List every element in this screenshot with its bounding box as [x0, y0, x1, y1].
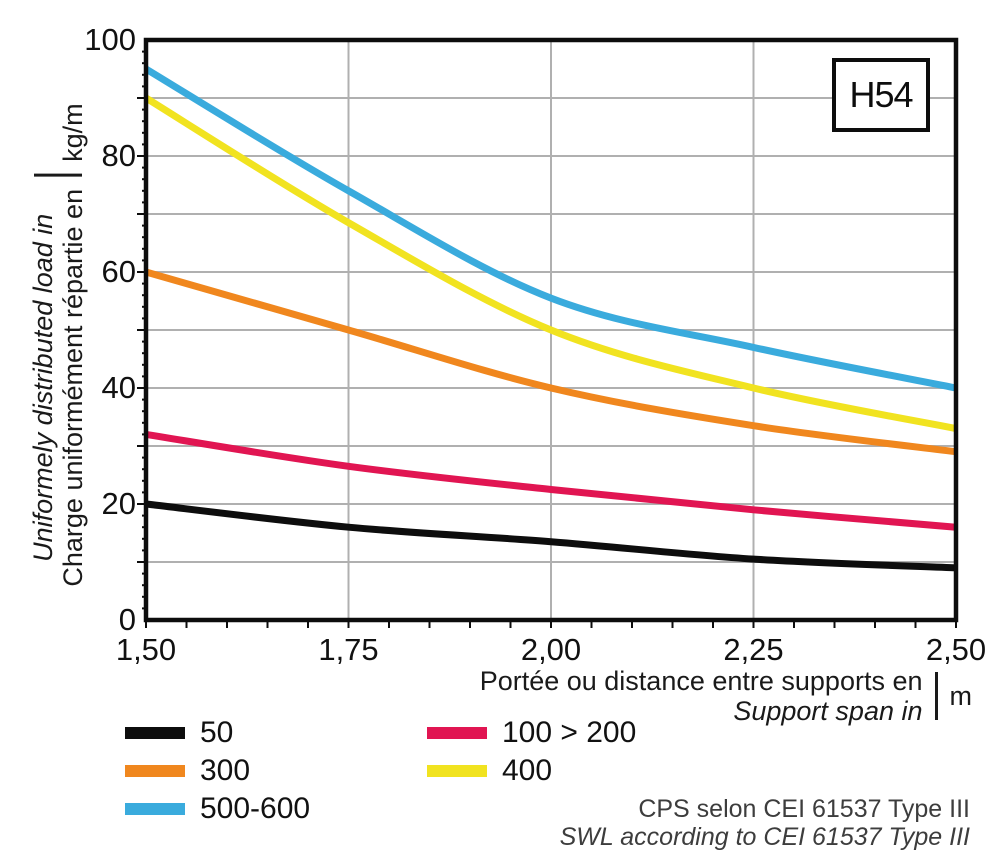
legend-label: 400: [502, 754, 553, 787]
y-tick-label: 80: [101, 138, 136, 173]
y-tick-label: 60: [101, 254, 136, 289]
footer-note-en: SWL according to CEI 61537 Type III: [559, 823, 970, 851]
footer-note: CPS selon CEI 61537 Type III SWL accordi…: [560, 795, 970, 851]
curve-400: [144, 95, 957, 433]
x-tick-label: 2,00: [520, 632, 582, 667]
x-axis-label-en: Support span in: [733, 696, 923, 726]
curve-300: [145, 268, 957, 456]
x-axis-unit: m: [949, 681, 973, 711]
y-tick-label: 20: [101, 486, 136, 521]
x-axis-label-fr: Portée ou distance entre supports en: [479, 666, 923, 696]
curve-500-600: [144, 66, 957, 392]
legend-swatch: [427, 727, 487, 739]
footer-note-fr: CPS selon CEI 61537 Type III: [638, 795, 970, 823]
y-tick-label: 0: [118, 602, 136, 637]
x-tick-label: 2,50: [925, 632, 987, 667]
x-tick-label: 1,50: [115, 632, 177, 667]
curve-100>200: [145, 430, 957, 531]
legend-swatch: [125, 727, 185, 739]
legend-swatch: [125, 803, 185, 815]
x-axis-label: Portée ou distance entre supports en Sup…: [480, 666, 972, 726]
legend-label: 500-600: [200, 792, 311, 825]
plot-frame: [143, 37, 959, 623]
reference-badge: H54: [832, 58, 930, 132]
curve-50: [145, 500, 957, 572]
x-tick-label: 2,25: [723, 632, 784, 667]
legend-label: 300: [200, 754, 251, 787]
legend-label: 100 > 200: [502, 716, 637, 749]
x-axis-unit-divider: [934, 672, 938, 720]
legend-swatch: [427, 765, 487, 777]
x-tick-label: 1,75: [318, 632, 379, 667]
legend-swatch: [125, 765, 185, 777]
plot-area: [137, 37, 959, 628]
y-tick-label: 40: [101, 370, 136, 405]
y-tick-label: 100: [84, 22, 136, 57]
legend-label: 50: [200, 716, 234, 749]
